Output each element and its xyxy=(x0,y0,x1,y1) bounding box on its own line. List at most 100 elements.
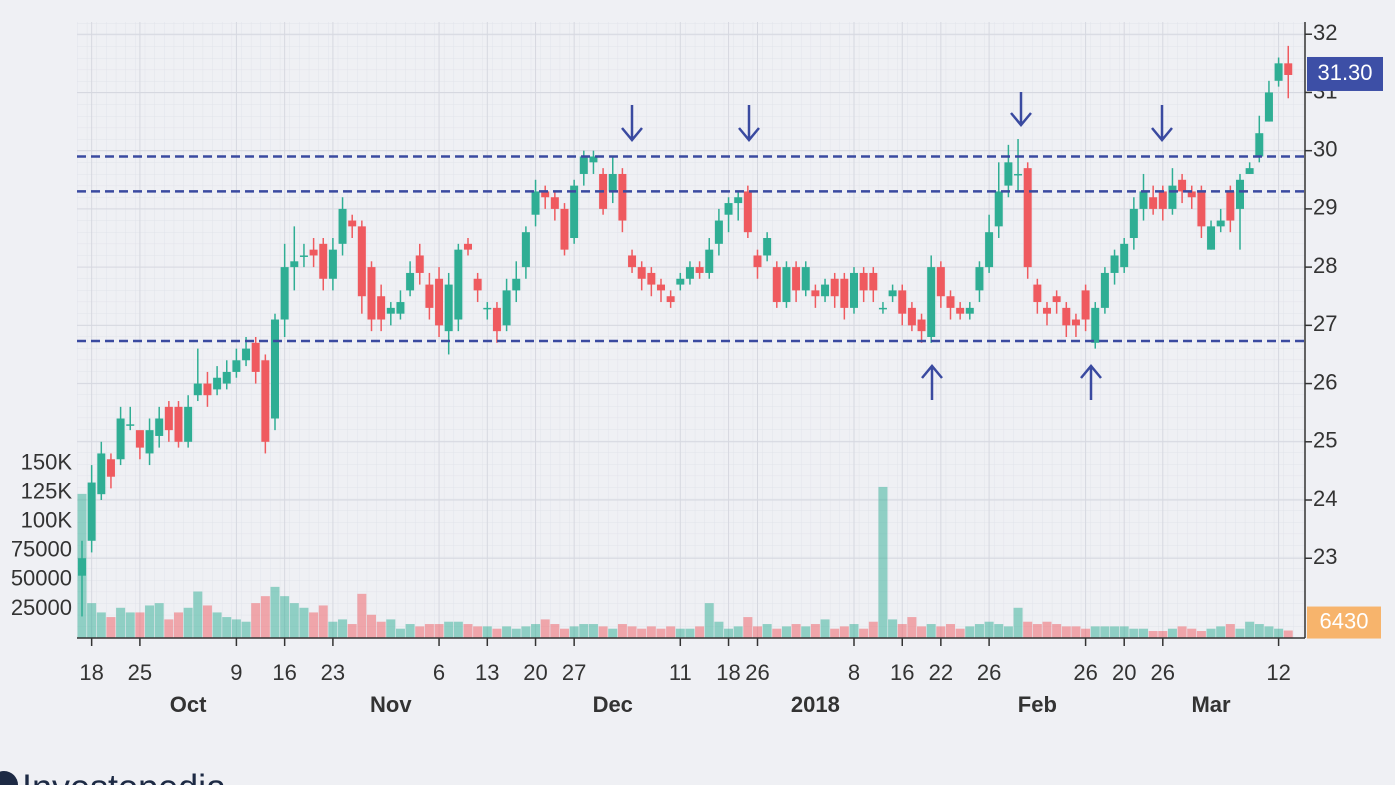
candle-body xyxy=(203,383,212,396)
candle-body xyxy=(444,284,453,332)
candle-body xyxy=(1226,191,1235,221)
candle-body xyxy=(628,255,637,268)
candle-body xyxy=(435,278,444,326)
volume-bar xyxy=(376,621,386,638)
candle-body xyxy=(1178,179,1187,192)
x-tick-label: 23 xyxy=(321,660,345,685)
y-tick-label: 23 xyxy=(1313,544,1337,569)
volume-bar xyxy=(801,626,811,638)
candle-body xyxy=(531,191,540,215)
candle-body xyxy=(1129,208,1138,239)
candle-body xyxy=(1149,197,1158,209)
candle-body xyxy=(936,267,945,297)
volume-bar xyxy=(1003,626,1013,638)
volume-bar xyxy=(270,586,280,638)
x-tick-label: 6 xyxy=(433,660,445,685)
candle-body xyxy=(242,348,251,361)
candle-body xyxy=(155,418,164,436)
candle-body xyxy=(1062,307,1071,326)
candle-body xyxy=(541,191,550,198)
volume-bar xyxy=(280,596,290,638)
x-tick-label: 13 xyxy=(475,660,499,685)
candle-body xyxy=(126,424,135,426)
volume-bar xyxy=(231,619,241,638)
candle-body xyxy=(743,191,752,233)
candle-body xyxy=(1023,168,1032,268)
candle-body xyxy=(521,232,530,268)
candle-body xyxy=(956,307,965,314)
volume-bar xyxy=(762,624,772,638)
down-arrow xyxy=(1010,92,1032,127)
candle-body xyxy=(840,278,849,308)
volume-bar xyxy=(791,624,801,638)
candle-body xyxy=(425,284,434,308)
volume-tick-label: 150K xyxy=(21,449,73,474)
candle-body xyxy=(1197,191,1206,227)
candle-body xyxy=(1187,191,1196,198)
candle-body xyxy=(994,191,1003,227)
volume-bar xyxy=(1187,628,1197,638)
volume-bar xyxy=(415,626,425,638)
volume-bar xyxy=(907,617,917,638)
x-tick-label: 22 xyxy=(929,660,953,685)
candle-body xyxy=(1245,168,1254,174)
volume-bar xyxy=(444,621,454,638)
volume-bar xyxy=(946,624,955,638)
candle-body xyxy=(618,173,627,221)
candle-body xyxy=(473,278,482,291)
volume-bar xyxy=(405,624,415,638)
volume-bar xyxy=(849,624,859,638)
candle-body xyxy=(1052,296,1061,303)
candle-body xyxy=(821,284,830,297)
volume-bar xyxy=(1158,631,1168,638)
x-tick-label: 27 xyxy=(562,660,586,685)
x-tick-label: 20 xyxy=(523,660,547,685)
candle-body xyxy=(676,278,685,285)
volume-bar xyxy=(521,626,531,638)
volume-bar xyxy=(1196,631,1206,638)
volume-bar xyxy=(1042,621,1052,638)
candle-body xyxy=(965,307,974,314)
volume-bar xyxy=(560,628,569,638)
volume-tick-label: 75000 xyxy=(11,537,72,562)
candle-body xyxy=(116,418,125,460)
candle-body xyxy=(1081,290,1090,320)
x-tick-label: 26 xyxy=(1151,660,1175,685)
volume-bar xyxy=(540,619,550,638)
volume-bar xyxy=(174,612,183,638)
candle-body xyxy=(145,430,154,454)
volume-bar xyxy=(839,626,849,638)
y-tick-label: 32 xyxy=(1313,20,1337,45)
volume-bar xyxy=(588,624,598,638)
volume-bar xyxy=(367,614,376,638)
volume-bar xyxy=(135,612,145,638)
candle-body xyxy=(271,319,279,419)
candle-body xyxy=(927,267,936,337)
candle-body xyxy=(801,267,810,291)
candle-body xyxy=(1284,63,1293,75)
volume-bar xyxy=(1139,628,1148,638)
candle-body xyxy=(106,459,115,477)
volume-bar xyxy=(1148,631,1158,638)
month-label: 2018 xyxy=(791,692,840,717)
candle-body xyxy=(1139,191,1148,209)
candle-body xyxy=(135,430,144,448)
candle-body xyxy=(830,278,839,297)
candle-body xyxy=(1033,284,1042,303)
volume-bar xyxy=(656,628,666,638)
candle-body xyxy=(792,267,801,291)
volume-bar xyxy=(714,621,724,638)
x-tick-label: 26 xyxy=(745,660,769,685)
candle-body xyxy=(1043,307,1051,314)
volume-bar xyxy=(569,626,579,638)
volume-bar xyxy=(347,624,357,638)
x-tick-label: 11 xyxy=(669,660,692,685)
volume-bar xyxy=(222,617,232,638)
candle-body xyxy=(174,406,183,442)
candle-body xyxy=(213,377,222,390)
candle-body xyxy=(386,307,395,314)
candle-body xyxy=(705,249,714,273)
x-tick-label: 25 xyxy=(128,660,152,685)
volume-bar xyxy=(695,626,705,638)
volume-bar xyxy=(164,619,174,638)
